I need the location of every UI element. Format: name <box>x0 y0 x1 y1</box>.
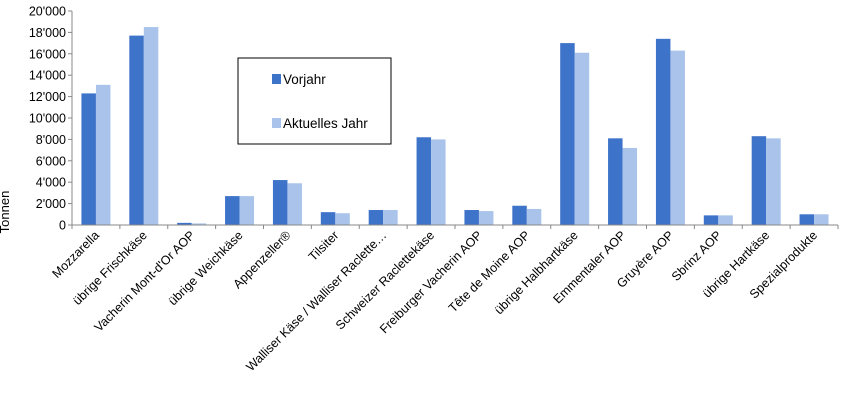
axes <box>71 11 838 226</box>
y-tick-label: 14'000 <box>29 69 66 83</box>
bar-aktuelles-jahr <box>143 27 159 225</box>
bar-aktuelles-jahr <box>287 183 302 225</box>
bar-vorjahr <box>416 137 432 225</box>
y-tick-label: 18'000 <box>29 26 66 40</box>
bar-aktuelles-jahr <box>670 50 685 226</box>
bar-vorjahr <box>368 210 384 225</box>
legend-box <box>237 57 392 145</box>
y-axis-title: Tonnen <box>0 191 12 234</box>
bar-aktuelles-jahr <box>478 211 494 225</box>
bar-aktuelles-jahr <box>718 215 733 225</box>
bar-aktuelles-jahr <box>431 139 446 225</box>
y-tick-label: 8'000 <box>36 133 66 147</box>
x-tick-label: übrige Halbhartkäse <box>492 228 581 317</box>
bars <box>81 27 829 226</box>
bar-vorjahr <box>751 136 767 225</box>
x-tick-label: Tête de Moine AOP <box>446 228 533 315</box>
y-tick-label: 16'000 <box>29 47 66 61</box>
bar-vorjahr <box>129 35 144 225</box>
x-tick-label: Tilsiter <box>306 228 342 264</box>
bar-aktuelles-jahr <box>574 52 590 226</box>
legend-label-vorjahr: Vorjahr <box>283 72 326 87</box>
bar-vorjahr <box>464 210 479 225</box>
y-axis-ticks: 0 2'000 4'000 6'000 8'000 10'000 12'000 14'000 1… <box>29 5 72 233</box>
bar-vorjahr <box>512 205 527 225</box>
y-tick-label: 2'000 <box>36 197 66 211</box>
bar-aktuelles-jahr <box>335 213 350 225</box>
bar-vorjahr <box>177 222 192 225</box>
y-tick-label: 12'000 <box>29 90 66 104</box>
bar-vorjahr <box>272 180 288 225</box>
y-tick-label: 0 <box>59 219 66 233</box>
legend: Vorjahr Aktuelles Jahr <box>237 57 392 145</box>
bar-vorjahr <box>703 215 719 225</box>
y-tick-label: 4'000 <box>36 176 66 190</box>
y-tick-label: 10'000 <box>29 112 66 126</box>
bar-vorjahr <box>225 196 240 225</box>
bar-aktuelles-jahr <box>766 138 781 225</box>
bar-vorjahr <box>608 138 623 225</box>
bar-aktuelles-jahr <box>622 147 638 225</box>
bar-aktuelles-jahr <box>191 223 207 225</box>
bar-vorjahr <box>320 212 336 225</box>
bar-aktuelles-jahr <box>526 208 542 225</box>
bar-aktuelles-jahr <box>814 214 829 225</box>
bar-aktuelles-jahr <box>383 210 398 225</box>
bar-vorjahr <box>560 43 575 225</box>
bar-vorjahr <box>81 93 96 225</box>
legend-swatch-vorjahr <box>272 74 281 84</box>
bar-aktuelles-jahr <box>95 84 111 225</box>
bar-vorjahr <box>655 38 671 225</box>
bar-aktuelles-jahr <box>239 196 255 225</box>
x-tick-label: Schweizer Raclettekäse <box>333 228 437 332</box>
y-tick-label: 20'000 <box>29 5 66 19</box>
legend-swatch-aktuelles-jahr <box>272 118 281 128</box>
y-tick-label: 6'000 <box>36 154 66 168</box>
bar-vorjahr <box>799 214 815 225</box>
legend-label-aktuelles-jahr: Aktuelles Jahr <box>283 116 368 131</box>
